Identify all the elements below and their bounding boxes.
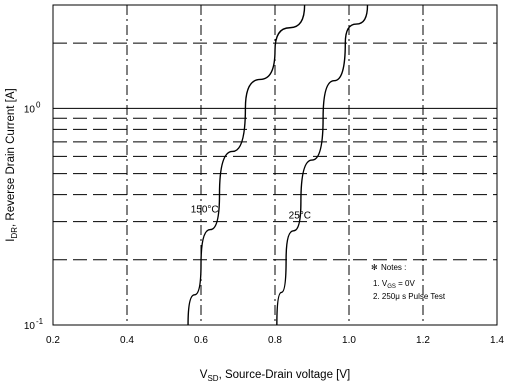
y-axis-label-rest: , Reverse Drain Current [A] — [5, 88, 17, 227]
x-tick-label: 0.2 — [46, 335, 60, 346]
x-tick-label: 1.2 — [416, 335, 430, 346]
x-tick-labels: 0.2 0.4 0.6 0.8 1.0 1.2 1.4 — [46, 335, 504, 346]
y-tick-exponent: 0 — [36, 100, 41, 109]
notes-asterisk-icon: ✻ — [371, 263, 378, 272]
x-tick-label: 0.6 — [194, 335, 208, 346]
x-axis-label-rest: , Source-Drain voltage [V] — [219, 369, 351, 381]
notes-title: Notes : — [381, 263, 406, 272]
y-axis-label-prefix: I — [5, 239, 17, 242]
notes-line-1-sub: GS — [387, 284, 396, 290]
y-tick-label: 10 — [24, 104, 36, 115]
notes-line-1-prefix: 1. V — [373, 279, 388, 288]
grid — [53, 5, 497, 325]
plot-frame — [52, 4, 498, 326]
series-label-150c: 150°C — [191, 205, 219, 216]
x-tick-label: 1.0 — [342, 335, 356, 346]
x-tick-label: 0.4 — [120, 335, 134, 346]
notes-line-1: 1. VGS = 0V — [373, 279, 415, 290]
x-axis-label-sub: SD — [207, 374, 218, 383]
y-axis-label-sub: DR — [10, 227, 19, 239]
x-tick-label: 1.4 — [490, 335, 504, 346]
notes-box: ✻ Notes : 1. VGS = 0V 2. 250μ s Pulse Te… — [371, 263, 446, 301]
series-line-25c — [276, 4, 369, 326]
curves: 150°C 25°C — [187, 4, 369, 326]
y-tick-label: 10 — [24, 321, 36, 332]
series-line-150c — [187, 4, 306, 326]
y-axis-label: IDR, Reverse Drain Current [A] — [5, 88, 19, 241]
x-tick-label: 0.8 — [268, 335, 282, 346]
notes-line-2: 2. 250μ s Pulse Test — [373, 292, 446, 301]
series-label-25c: 25°C — [289, 211, 311, 222]
y-tick-exponent: -1 — [36, 317, 44, 326]
x-axis-label: VSD, Source-Drain voltage [V] — [200, 369, 350, 383]
x-axis-label-prefix: V — [200, 369, 208, 381]
notes-line-1-rest: = 0V — [396, 279, 416, 288]
